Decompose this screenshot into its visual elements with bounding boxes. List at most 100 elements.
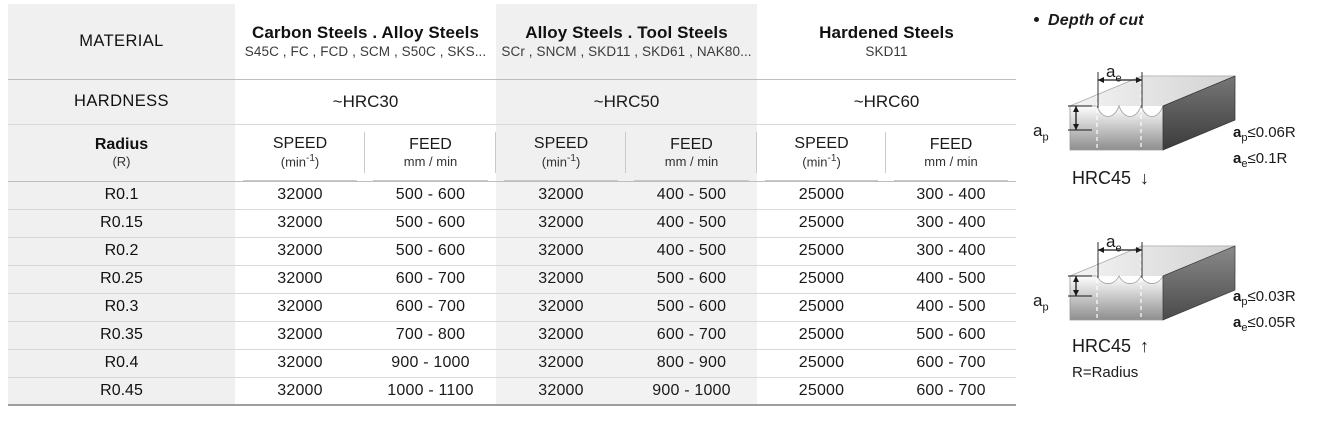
row-cell: 300 - 400 — [886, 237, 1017, 266]
cutting-conditions-table: MATERIAL Carbon Steels . Alloy Steels S4… — [8, 4, 1017, 406]
row-cell: 400 - 500 — [886, 293, 1017, 322]
row-cell: 600 - 700 — [365, 293, 497, 322]
figure1-ae-label: ae — [1106, 62, 1122, 85]
speed-unit-sup: -1 — [306, 153, 315, 165]
material-cell-carbon-alloy: Carbon Steels . Alloy Steels S45C , FC ,… — [235, 4, 497, 80]
table-row: R0.1 32000 500 - 600 32000 400 - 500 250… — [8, 181, 1017, 210]
speed-unit-pre: (min — [280, 154, 307, 170]
speed-unit-post: ) — [314, 154, 320, 170]
row-cell: 700 - 800 — [365, 321, 497, 350]
row-cell: 25000 — [757, 349, 887, 378]
row-cell: 32000 — [235, 265, 365, 294]
speed-header-hardened: SPEED (min-1) — [757, 124, 887, 182]
table-row: R0.45 32000 1000 - 1100 32000 900 - 1000… — [8, 377, 1017, 406]
row-cell: 32000 — [496, 321, 627, 350]
speed-unit-sup: -1 — [827, 153, 837, 165]
table-row: R0.15 32000 500 - 600 32000 400 - 500 25… — [8, 209, 1017, 238]
row-cell: 32000 — [235, 377, 365, 406]
figure2-caption: HRC45 ↑ — [1072, 336, 1150, 356]
row-cell: 800 - 900 — [626, 349, 758, 378]
row-cell: 32000 — [496, 377, 627, 406]
feed-header-unit: mm / min — [403, 153, 458, 169]
row-cell: 32000 — [235, 237, 365, 266]
figure1-note-ap: ap≤0.06R — [1233, 124, 1296, 144]
row-cell: 300 - 400 — [886, 209, 1017, 238]
feed-header-unit: mm / min — [924, 153, 978, 169]
row-cell: 600 - 700 — [365, 265, 497, 294]
row-cell: 25000 — [757, 209, 887, 238]
speed-header-label: SPEED — [533, 135, 589, 153]
depth-of-cut-panel: Depth of cut ae ap — [1030, 0, 1330, 436]
row-cell: 500 - 600 — [365, 181, 497, 210]
hardness-value-alloy-tool: ~HRC50 — [496, 79, 758, 125]
row-radius-label: R0.1 — [8, 181, 235, 210]
table-row: R0.35 32000 700 - 800 32000 600 - 700 25… — [8, 321, 1017, 350]
figure2-note-ap: ap≤0.03R — [1233, 288, 1296, 308]
material-cell-hardened: Hardened Steels SKD11 — [757, 4, 1017, 80]
material-subtitle-hardened: SKD11 — [865, 43, 908, 59]
figure-hrc45-up: ae ap — [1030, 228, 1330, 418]
figure1-workpiece-illustration — [1068, 72, 1236, 151]
depth-of-cut-heading: Depth of cut — [1048, 12, 1144, 29]
row-radius-label: R0.15 — [8, 209, 235, 238]
row-cell: 32000 — [235, 321, 365, 350]
speed-unit-sup: -1 — [567, 153, 576, 165]
feed-header-alloy-tool: FEED mm / min — [626, 124, 758, 182]
figure1-direction-arrow-icon: ↓ — [1140, 168, 1150, 188]
row-cell: 32000 — [235, 181, 365, 210]
row-cell: 400 - 500 — [626, 209, 758, 238]
material-subtitle-carbon-alloy: S45C , FC , FCD , SCM , S50C , SKS... — [244, 43, 487, 59]
row-cell: 500 - 600 — [886, 321, 1017, 350]
row-cell: 32000 — [496, 265, 627, 294]
figure1-note-ae: ae≤0.1R — [1233, 150, 1288, 170]
speed-unit-pre: (min — [541, 154, 568, 170]
row-radius-label: R0.4 — [8, 349, 235, 378]
row-cell: 32000 — [496, 293, 627, 322]
figure1-caption: HRC45 ↓ — [1072, 168, 1150, 188]
radius-column-header: Radius (R) — [8, 124, 235, 182]
figure2-ae-label: ae — [1106, 232, 1122, 255]
row-cell: 25000 — [757, 181, 887, 210]
figure2-workpiece-illustration — [1068, 242, 1236, 321]
row-cell: 32000 — [496, 237, 627, 266]
row-cell: 600 - 700 — [886, 377, 1017, 406]
feed-header-label: FEED — [670, 135, 713, 153]
row-cell: 400 - 500 — [626, 237, 758, 266]
speed-unit-pre: (min — [802, 154, 828, 170]
material-title-alloy-tool: Alloy Steels . Tool Steels — [525, 22, 728, 42]
hardness-value-hardened: ~HRC60 — [757, 79, 1017, 125]
speed-header-unit: (min-1) — [757, 153, 886, 171]
feed-header-label: FEED — [409, 135, 452, 153]
figure2-note-ae: ae≤0.05R — [1233, 314, 1296, 334]
speed-unit-post: ) — [575, 154, 581, 170]
row-cell: 900 - 1000 — [626, 377, 758, 406]
figure-hrc45-down: ae ap — [1030, 58, 1330, 248]
figure2-ap-label: ap — [1033, 291, 1049, 314]
material-row: MATERIAL Carbon Steels . Alloy Steels S4… — [8, 4, 1017, 80]
row-cell: 500 - 600 — [365, 237, 497, 266]
hardness-row: HARDNESS ~HRC30 ~HRC50 ~HRC60 — [8, 79, 1017, 125]
material-row-label: MATERIAL — [8, 4, 235, 80]
row-radius-label: R0.3 — [8, 293, 235, 322]
table-row: R0.25 32000 600 - 700 32000 500 - 600 25… — [8, 265, 1017, 294]
row-radius-label: R0.25 — [8, 265, 235, 294]
material-subtitle-alloy-tool: SCr , SNCM , SKD11 , SKD61 , NAK80... — [501, 43, 752, 59]
row-cell: 1000 - 1100 — [365, 377, 497, 406]
hardness-value-carbon-alloy: ~HRC30 — [235, 79, 497, 125]
table-row: R0.2 32000 500 - 600 32000 400 - 500 250… — [8, 237, 1017, 266]
row-cell: 400 - 500 — [626, 181, 758, 210]
row-cell: 900 - 1000 — [365, 349, 497, 378]
row-radius-label: R0.2 — [8, 237, 235, 266]
feed-header-unit: mm / min — [664, 153, 719, 169]
row-cell: 32000 — [496, 349, 627, 378]
row-cell: 32000 — [496, 181, 627, 210]
speed-header-carbon-alloy: SPEED (min-1) — [235, 124, 365, 182]
row-cell: 300 - 400 — [886, 181, 1017, 210]
row-cell: 32000 — [235, 209, 365, 238]
row-cell: 500 - 600 — [626, 265, 758, 294]
radius-header-main: Radius — [94, 135, 149, 153]
row-cell: 25000 — [757, 377, 887, 406]
row-cell: 400 - 500 — [886, 265, 1017, 294]
material-title-carbon-alloy: Carbon Steels . Alloy Steels — [251, 22, 480, 42]
